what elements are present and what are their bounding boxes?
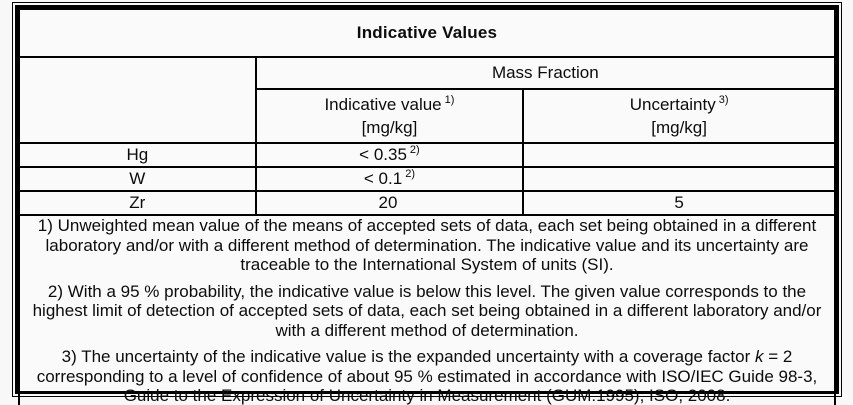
uncertainty-cell: 5 [522, 190, 836, 216]
indicative-value-cell: < 0.1 2) [254, 166, 525, 192]
column-header-label: Indicative value [324, 95, 442, 114]
indicative-values-table: Indicative Values Mass Fraction Indicati… [18, 8, 837, 405]
value-text: < 0.1 [363, 169, 403, 188]
table-inner-frame: Indicative Values Mass Fraction Indicati… [15, 5, 839, 405]
corner-empty-cell [18, 56, 257, 144]
footnote-3-text: = 2 corresponding to a level of confiden… [36, 347, 818, 405]
column-header-line: Uncertainty 3) [524, 93, 834, 116]
footnote-3-k-symbol: k [754, 347, 764, 366]
value-text: < 0.35 [359, 145, 407, 164]
value-footnote-ref: 2) [409, 144, 420, 157]
indicative-value-cell: < 0.35 2) [254, 142, 525, 168]
group-header-row: Mass Fraction [18, 56, 837, 144]
uncertainty-cell [522, 142, 836, 168]
indicative-value-cell: 20 [254, 190, 525, 216]
column-header-line: Indicative value 1) [257, 93, 523, 116]
footnote-3-text: 3) The uncertainty of the indicative val… [61, 347, 755, 366]
column-header-indicative-value: Indicative value 1) [mg/kg] [254, 88, 525, 144]
footnote-3: 3) The uncertainty of the indicative val… [20, 347, 834, 405]
table-row-zr: Zr 20 5 [18, 190, 836, 216]
column-header-footnote-ref: 3) [718, 94, 729, 107]
column-header-footnote-ref: 1) [444, 94, 455, 107]
table-row-hg: Hg < 0.35 2) [18, 142, 836, 168]
column-header-unit: [mg/kg] [361, 118, 418, 137]
table-title: Indicative Values [18, 8, 836, 58]
footnote-1: 1) Unweighted mean value of the means of… [37, 216, 817, 274]
footnotes-cell: 1) Unweighted mean value of the means of… [18, 214, 836, 405]
value-text: 20 [378, 193, 398, 212]
title-row: Indicative Values [18, 8, 836, 58]
column-header-label: Uncertainty [629, 95, 716, 114]
value-footnote-ref: 2) [405, 168, 415, 181]
uncertainty-cell [522, 166, 836, 192]
table-outer-frame: Indicative Values Mass Fraction Indicati… [12, 2, 842, 405]
group-header-mass-fraction: Mass Fraction [254, 56, 837, 90]
column-header-uncertainty: Uncertainty 3) [mg/kg] [522, 88, 836, 144]
element-cell: Zr [18, 190, 257, 216]
column-header-row: Indicative value 1) [mg/kg] Uncertainty 3)… [19, 88, 836, 144]
element-cell: Hg [18, 142, 257, 168]
column-header-unit: [mg/kg] [651, 118, 707, 137]
footnote-2: 2) With a 95 % probability, the indicati… [32, 281, 822, 340]
value-footnote-ref [397, 192, 400, 204]
table-row-w: W < 0.1 2) [18, 166, 836, 192]
element-cell: W [18, 166, 257, 192]
footnotes-row: 1) Unweighted mean value of the means of… [18, 214, 836, 405]
